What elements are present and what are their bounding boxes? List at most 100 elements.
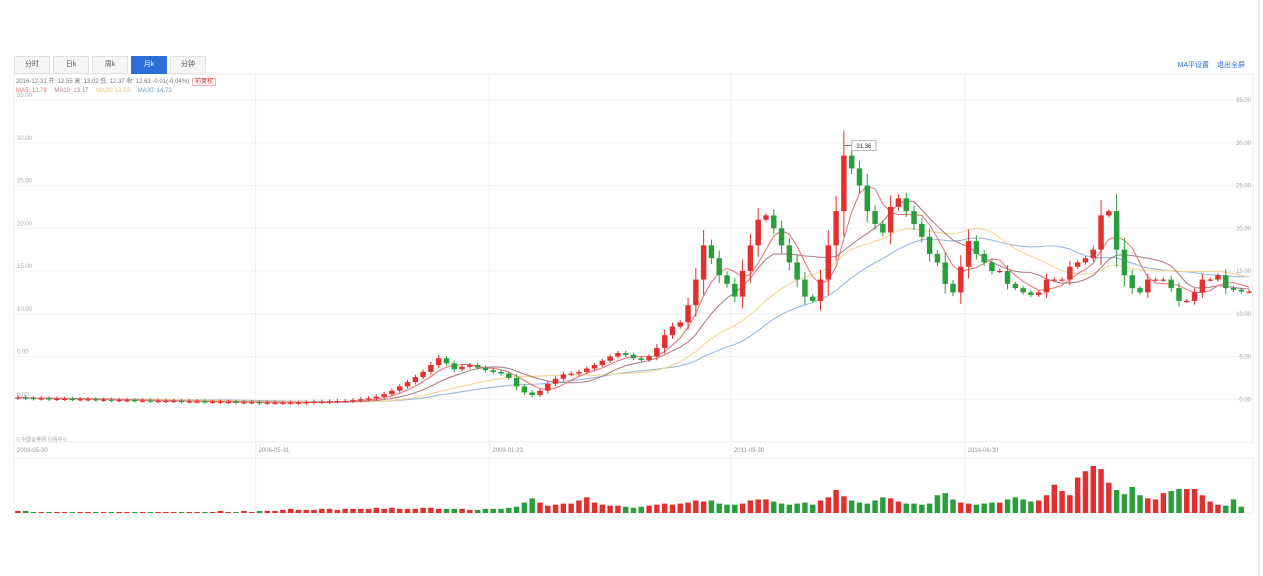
volume-bar [1113,490,1120,513]
volume-bar [607,505,613,513]
candle-body [1098,215,1104,250]
volume-bar [545,505,551,513]
volume-bar [646,505,652,513]
volume-bar [365,508,372,513]
volume-bar [630,507,637,513]
candle-body [459,366,465,370]
exit-fullscreen-link[interactable]: 退出全屏 [1217,62,1245,69]
volume-bar [1145,498,1151,513]
ma-settings-link[interactable]: MA平设置 [1177,62,1210,69]
volume-bar [880,497,886,513]
volume-bar [264,510,270,513]
volume-bar [303,509,309,513]
x-tick-label: 2014-06-30 [968,448,999,454]
candle-body [825,245,832,280]
volume-bar [989,502,995,513]
volume-bar [22,510,29,513]
tab-monthly-k[interactable]: 月k [131,56,167,74]
volume-bar [474,509,481,513]
volume-bar [1222,505,1229,513]
volume-bar [54,511,60,513]
candle-body [989,262,995,271]
candle-body [872,211,878,224]
tab-minute[interactable]: 分钟 [170,56,206,74]
candle-body [958,266,964,293]
candle-body [116,400,122,402]
candle-body [474,365,481,368]
volume-bar [139,511,146,513]
candle-body [661,335,668,348]
candle-body [225,401,232,404]
candle-body [1012,283,1019,289]
volume-bar [739,503,746,513]
period-tabs: 分时 日k 周k 月k 分钟 [14,56,206,74]
tab-timeshare[interactable]: 分时 [14,56,50,74]
candle-body [622,353,629,355]
candle-body [1067,266,1073,280]
tab-daily-k[interactable]: 日k [53,56,89,74]
volume-bar [30,511,37,513]
volume-bar [669,504,676,513]
volume-bar [1230,499,1237,513]
x-tick-label: 2003-05-30 [17,448,48,454]
candle-body [997,271,1003,273]
volume-bar [1090,466,1096,513]
candle-body [1090,249,1096,259]
volume-bar [326,508,333,513]
volume-bar [1059,491,1065,513]
y-tick-label-right: 15.00 [1236,269,1252,275]
candle-body [38,398,45,400]
candle-body [186,401,193,403]
candle-body [942,262,948,284]
candle-body [326,401,333,403]
candle-body [412,377,419,383]
candle-body [1004,271,1011,284]
candle-body [155,400,161,403]
candle-body [171,400,177,403]
volume-bar [591,502,598,513]
volume-bar [1168,491,1174,513]
candle-body [1160,279,1167,281]
volume-bar [1199,495,1206,513]
volume-bar [584,497,590,513]
volume-bar [568,503,574,513]
candle-body [178,400,185,403]
candle-body [147,400,154,402]
volume-bar [708,500,715,513]
volume-bar [280,509,286,513]
candle-body [607,356,613,361]
volume-bar [108,511,115,513]
volume-bar [521,502,528,513]
candle-body [537,390,543,395]
candle-body [654,347,660,357]
volume-bar [942,493,948,513]
candle-body [1082,258,1089,263]
volume-bar [638,506,645,513]
volume-bar [950,499,956,513]
volume-bar [373,507,380,513]
y-tick-label-right: 30.00 [1236,141,1252,147]
tab-weekly-k[interactable]: 周k [92,56,128,74]
candle-body [1230,288,1237,290]
volume-bar [771,501,777,513]
ma5-label: MA5: 12.78 [16,88,47,94]
volume-bar [934,495,941,513]
candle-body [139,400,146,402]
volume-bar [482,508,489,513]
candle-body [950,283,956,293]
candle-body [1238,289,1245,292]
volume-bar [194,511,200,513]
volume-bar [178,511,185,513]
candle-body [1129,275,1135,289]
volume-bar [396,508,403,513]
candle-body [381,394,387,397]
candle-body [973,241,980,254]
volume-bar [443,508,450,513]
candle-body [700,245,707,280]
volume-bar [926,503,933,513]
volume-bar [350,508,356,513]
volume-bar [864,503,871,513]
divider [1258,0,1260,576]
volume-bar [895,501,902,513]
